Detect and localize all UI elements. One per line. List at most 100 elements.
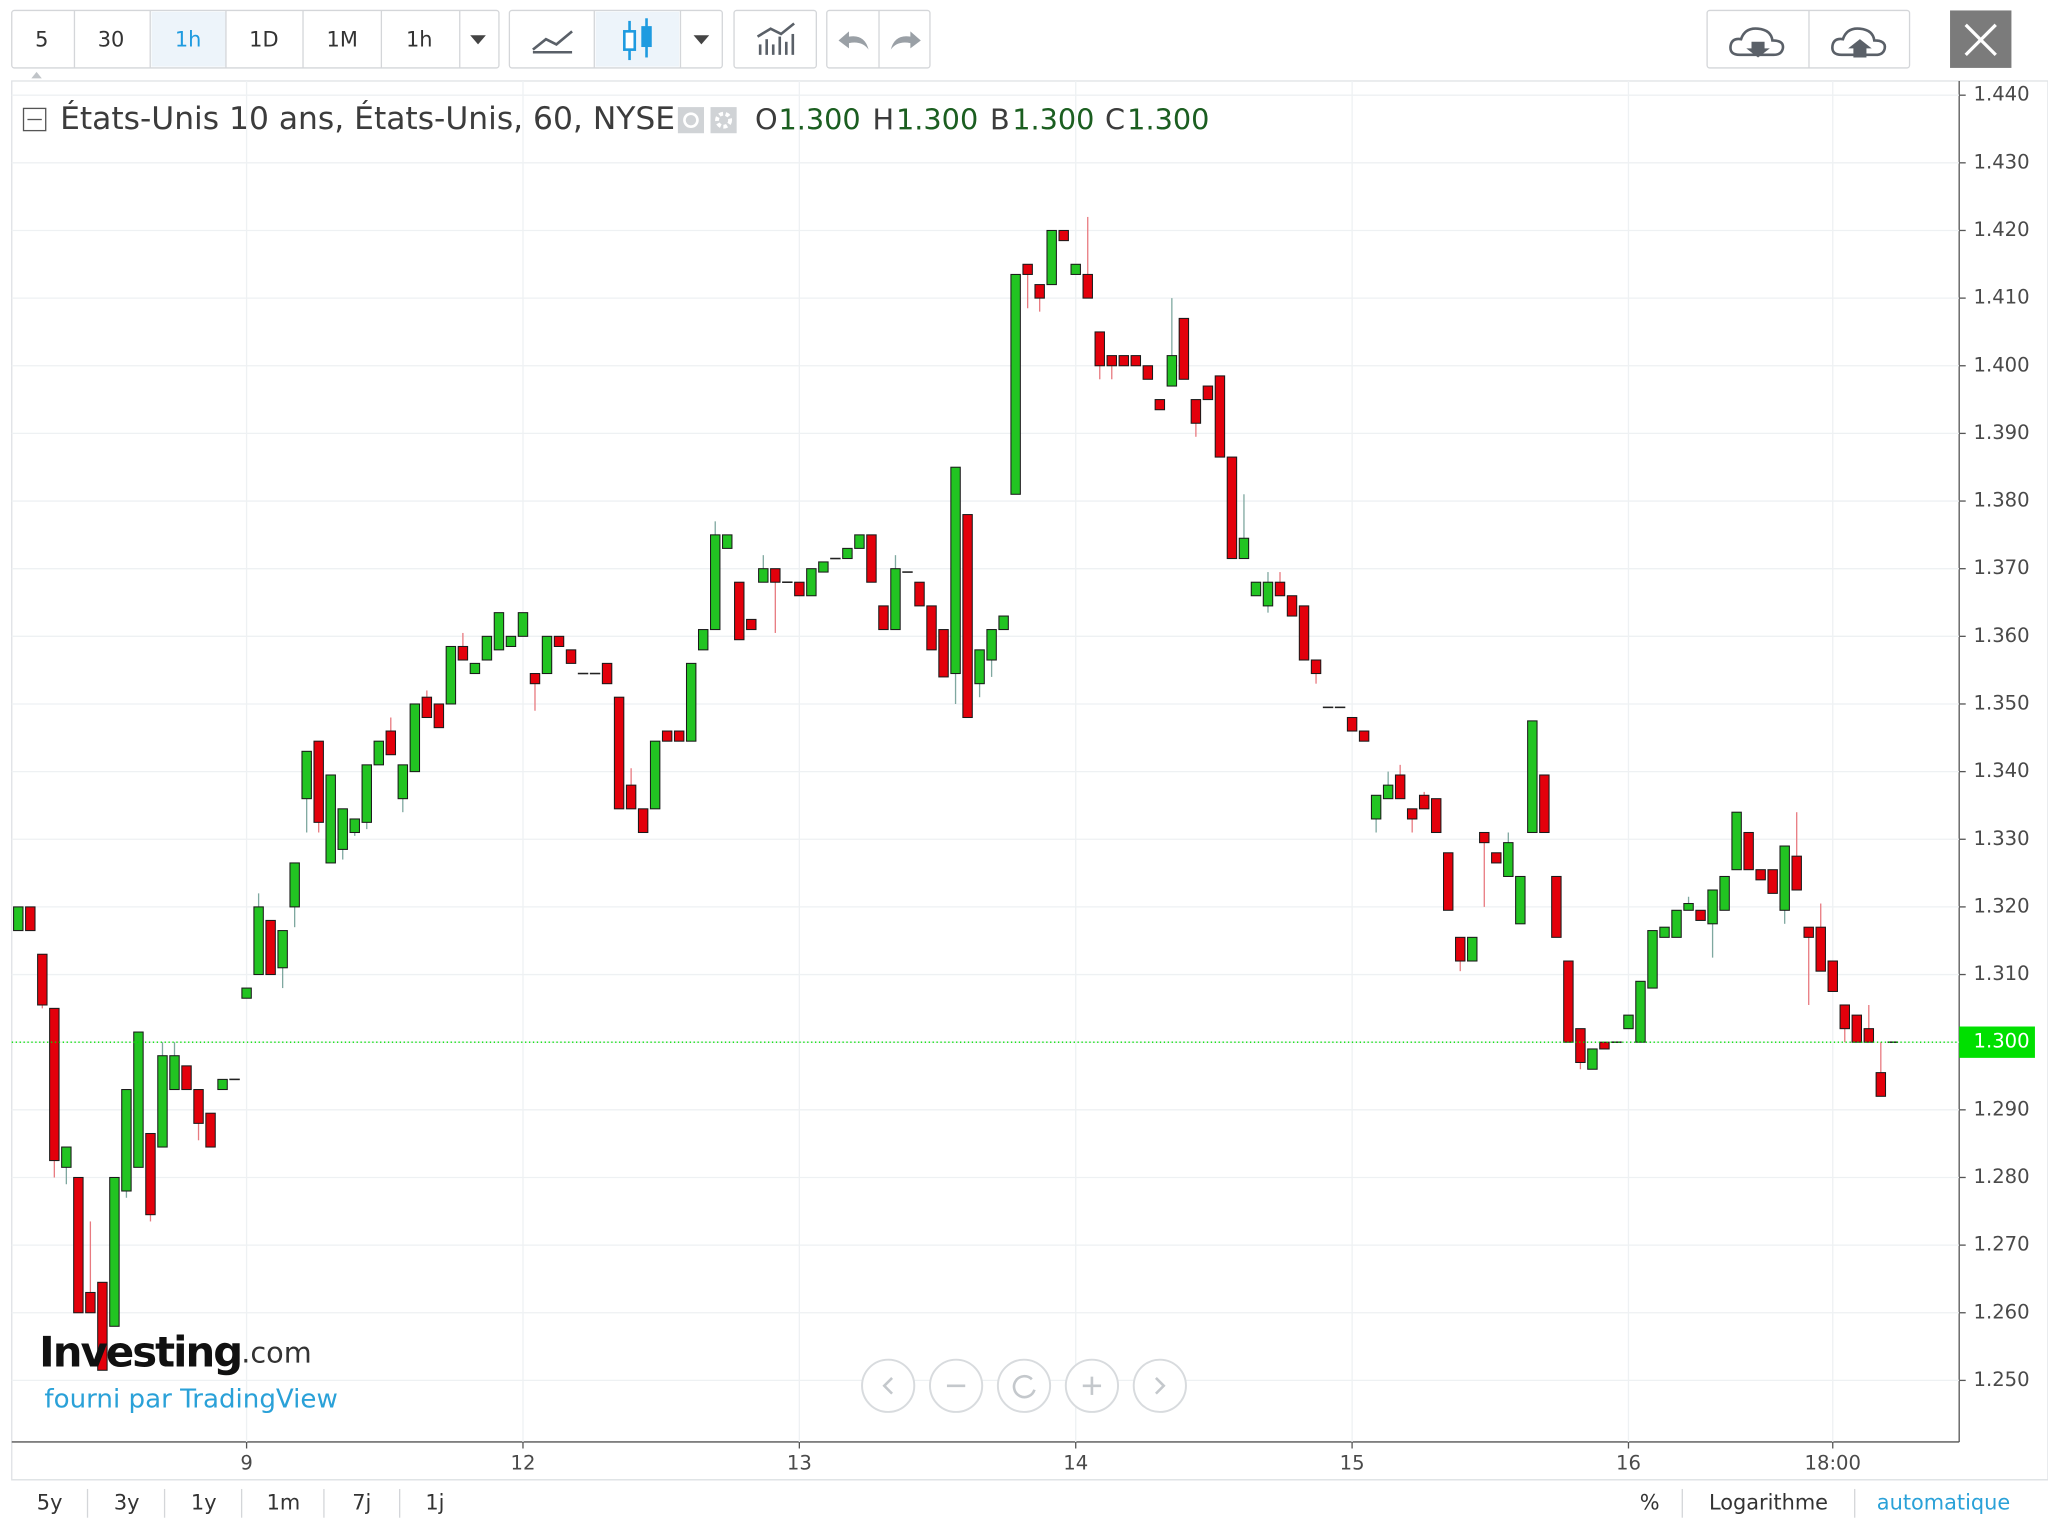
candle-body [193, 1089, 204, 1124]
candle-body [1118, 355, 1130, 367]
visibility-icon[interactable] [677, 107, 704, 134]
candle-body [794, 581, 805, 597]
scroll-right[interactable] [1132, 1358, 1187, 1413]
ohlc-value: 1.300 [1012, 102, 1094, 136]
y-tick-label: 1.360 [1974, 624, 2030, 647]
range-button[interactable]: 5y [37, 1490, 63, 1514]
candle-body [313, 740, 324, 823]
indicators-button[interactable] [733, 9, 817, 69]
interval-button[interactable]: 1h [175, 27, 202, 51]
x-tick-label: 9 [240, 1452, 252, 1475]
watermark-brand: Investing.com [39, 1327, 312, 1376]
candle-body [1130, 355, 1142, 367]
log-toggle[interactable]: Logarithme [1709, 1490, 1828, 1514]
interval-button[interactable]: 1D [249, 27, 278, 51]
range-button[interactable]: 1j [425, 1490, 444, 1514]
interval-button[interactable]: 1h [406, 27, 433, 51]
x-tick-label: 12 [511, 1452, 536, 1475]
candle-body [1430, 798, 1442, 834]
candle-body [1094, 331, 1105, 367]
candle-body [1755, 869, 1766, 881]
redo-icon[interactable] [890, 31, 921, 50]
candle-body [25, 906, 36, 932]
y-tick-label: 1.350 [1974, 691, 2030, 714]
range-button[interactable]: 1m [267, 1490, 301, 1514]
candle-body [1214, 375, 1226, 458]
candle-body [1551, 875, 1562, 938]
candle-body [926, 605, 937, 651]
reset[interactable] [996, 1358, 1052, 1413]
brand: Investing [39, 1327, 241, 1376]
candle-body [685, 662, 697, 742]
candle-body [121, 1089, 132, 1192]
settings-icon[interactable] [710, 107, 737, 134]
candle-body [637, 808, 649, 834]
percent-toggle[interactable]: % [1640, 1490, 1660, 1514]
ohlc-value: 1.300 [1127, 102, 1209, 136]
candle-body [1767, 869, 1778, 894]
dropdown-arrow[interactable] [693, 35, 710, 45]
candle-body [1827, 960, 1838, 992]
candle-body [325, 774, 336, 864]
candle-body [1803, 926, 1814, 938]
dropdown-arrow[interactable] [470, 35, 486, 45]
candle-body [649, 740, 661, 810]
save-icon[interactable] [1831, 27, 1887, 57]
line-chart-icon[interactable] [532, 30, 573, 51]
candle-body [181, 1065, 192, 1091]
scroll-left[interactable] [861, 1358, 916, 1413]
candle-body [241, 987, 252, 999]
active-interval-bg [151, 11, 226, 67]
candle-body [950, 466, 961, 675]
candle-body [1563, 960, 1574, 1043]
x-tick-label: 15 [1340, 1452, 1365, 1475]
candle-body [1851, 1014, 1863, 1043]
range-button[interactable]: 1y [191, 1490, 217, 1514]
candle-body [1190, 399, 1202, 424]
candle-body [73, 1176, 84, 1314]
x-tick-label: 13 [787, 1452, 812, 1475]
y-tick-label: 1.260 [1974, 1300, 2030, 1323]
candle-body [914, 581, 925, 607]
auto-toggle[interactable]: automatique [1877, 1490, 2010, 1514]
range-button[interactable]: 7j [352, 1490, 371, 1514]
candle-body [818, 561, 829, 573]
candle-body [1527, 720, 1538, 834]
candle-body [1491, 852, 1502, 864]
candle-body [1443, 852, 1454, 911]
candle-body [1587, 1048, 1598, 1070]
y-tick-label: 1.280 [1974, 1165, 2030, 1188]
scroll-up-arrow[interactable] [31, 71, 42, 79]
candle-body [842, 547, 853, 560]
candle-body [1034, 284, 1045, 299]
candle-body [998, 615, 1009, 631]
candle-body [157, 1055, 168, 1148]
candle-icon[interactable] [623, 18, 652, 61]
range-button[interactable]: 3y [114, 1490, 140, 1514]
y-tick-label: 1.380 [1974, 489, 2030, 512]
y-tick-label: 1.430 [1974, 150, 2030, 173]
candle-body [1178, 317, 1190, 380]
candle-body [1515, 875, 1526, 925]
y-tick-label: 1.250 [1974, 1368, 2030, 1391]
y-tick-label: 1.270 [1974, 1233, 2030, 1256]
chart-title: États-Unis 10 ans, États-Unis, 60, NYSE [60, 99, 675, 137]
candle-body [1394, 774, 1406, 800]
candle-body [938, 629, 949, 678]
load-icon[interactable] [1729, 27, 1785, 57]
interval-button[interactable]: 30 [98, 27, 125, 51]
candle-body [133, 1031, 144, 1168]
candle-body [49, 1007, 60, 1162]
bottom-bar: 5y 3y 1y 1m 7j 1j % Logarithme automatiq… [11, 1479, 2048, 1518]
interval-button[interactable]: 5 [35, 27, 48, 51]
candle-body [337, 808, 348, 850]
x-tick-label: 14 [1063, 1452, 1088, 1475]
interval-button[interactable]: 1M [327, 27, 358, 51]
y-tick-label: 1.440 [1974, 83, 2030, 106]
candle-body [1202, 385, 1214, 401]
y-tick-label: 1.320 [1974, 894, 2030, 917]
undo-icon[interactable] [838, 31, 869, 50]
candle-body [854, 534, 865, 549]
candle-body [373, 740, 384, 766]
y-tick-label: 1.340 [1974, 759, 2030, 782]
